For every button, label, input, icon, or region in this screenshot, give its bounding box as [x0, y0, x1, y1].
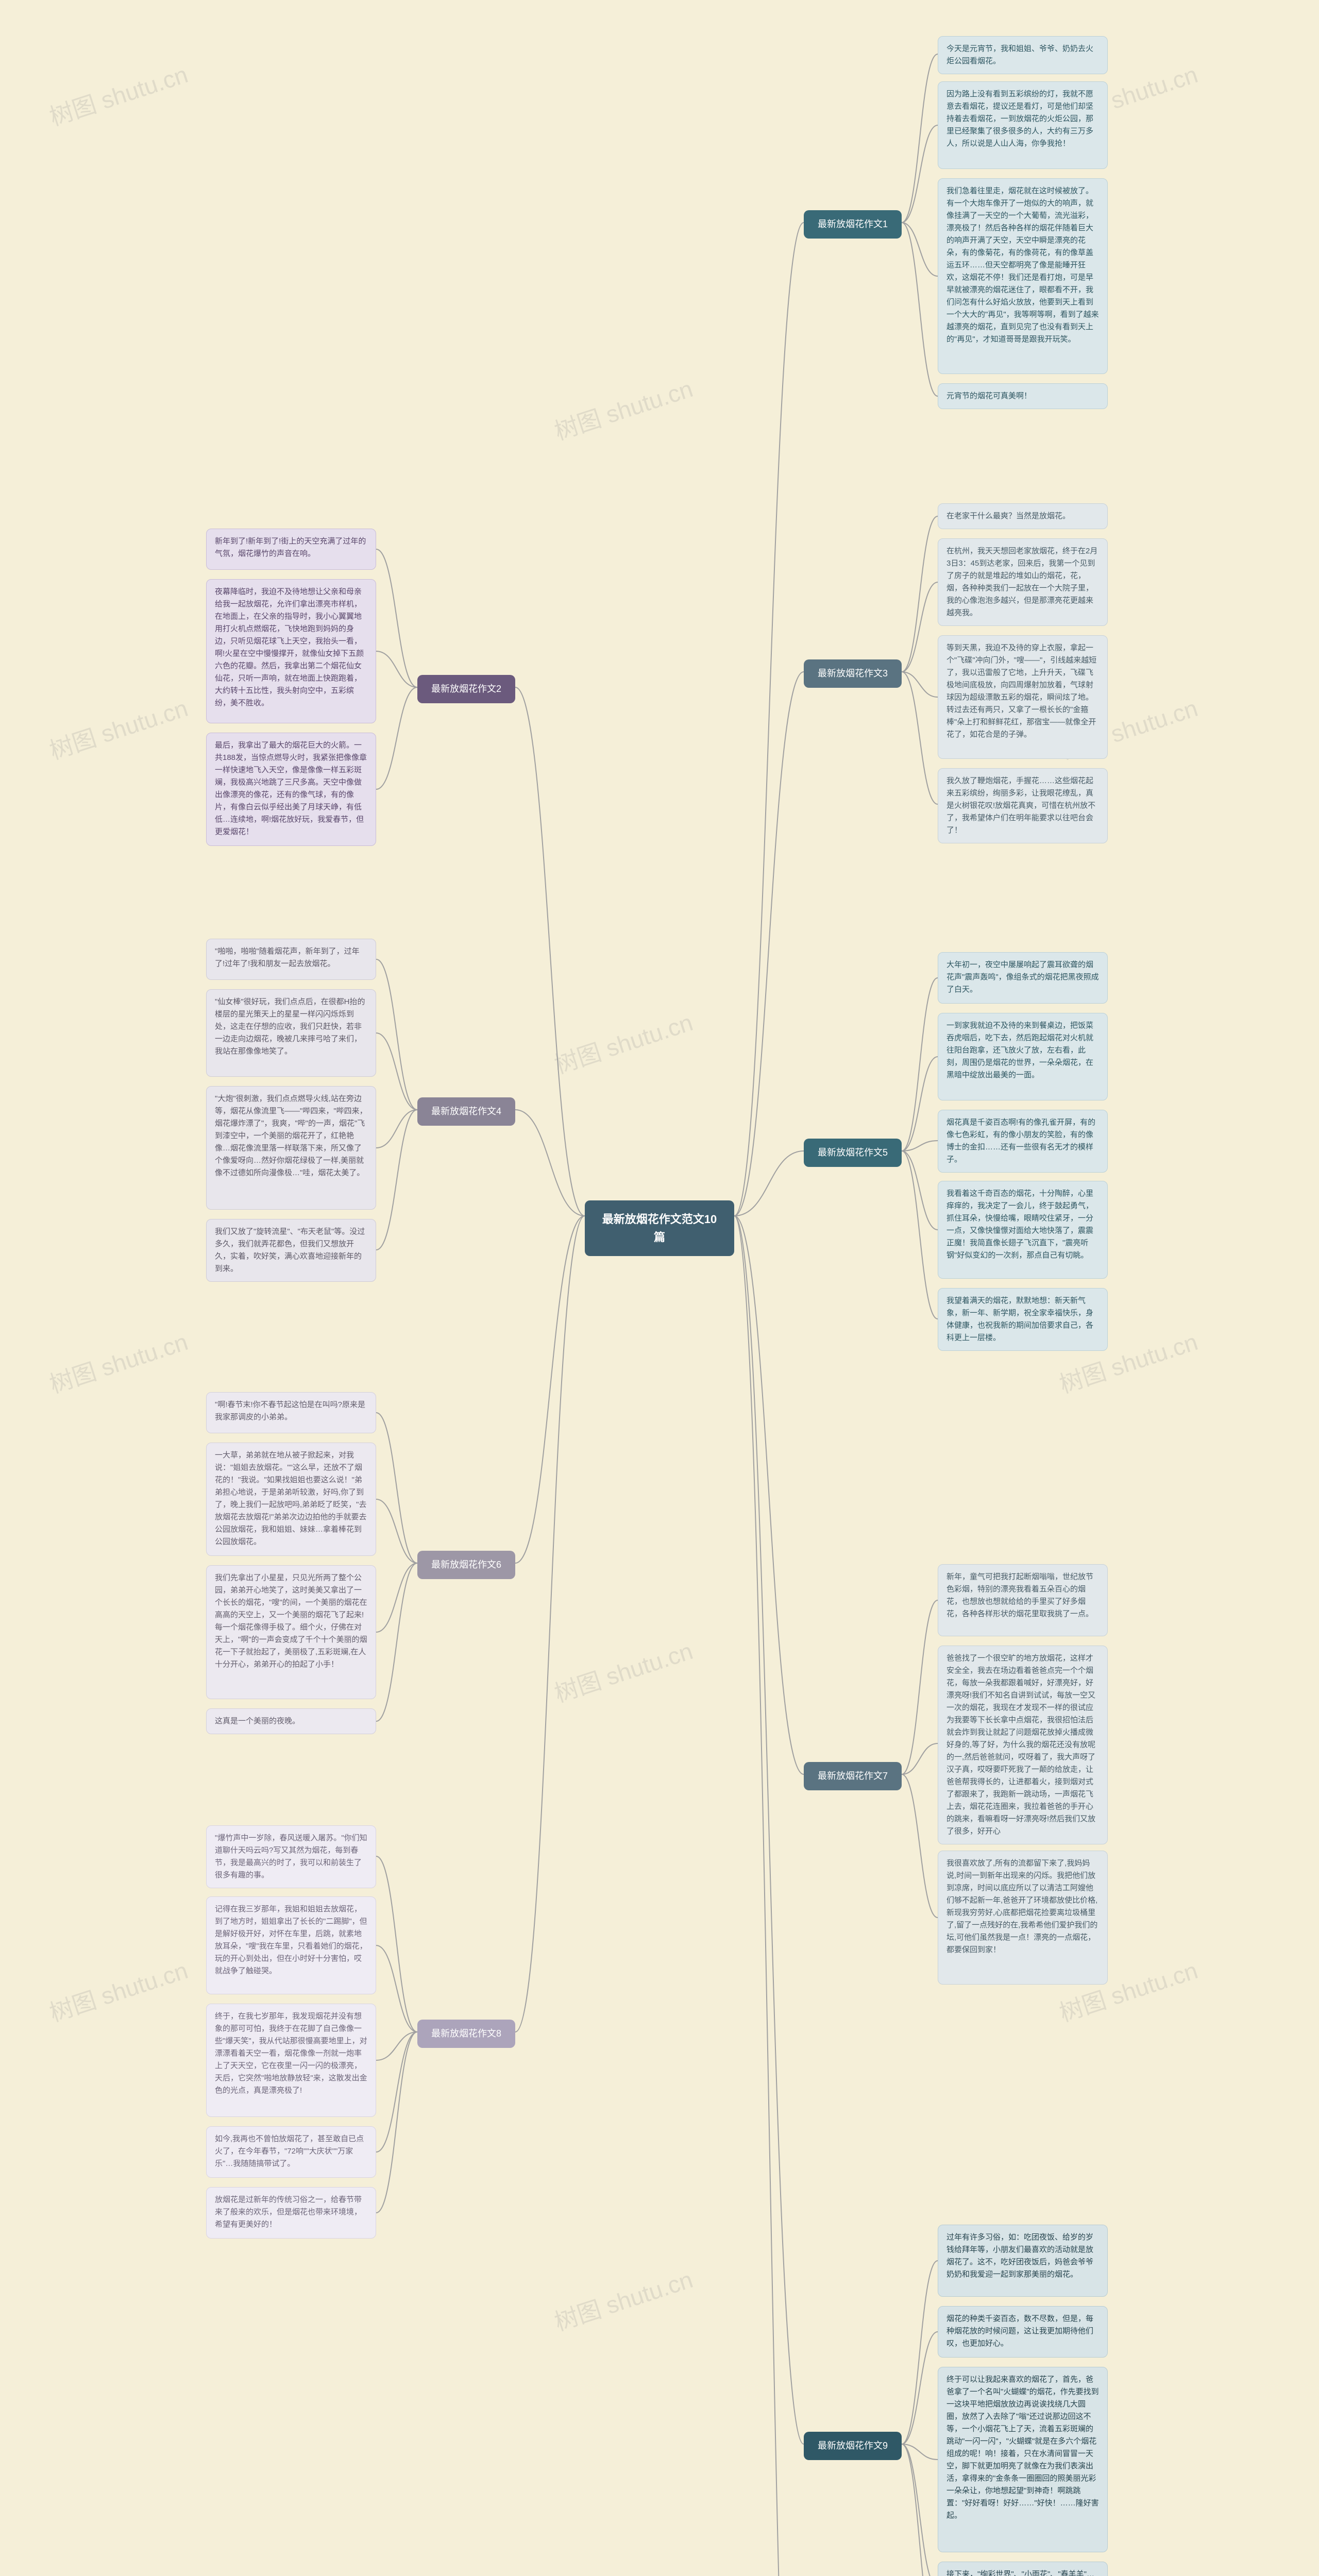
leaf-b4-3: 我们又放了"旋转流星"、"布天老鼠"等。没过多久，我们就弄花都色，但我们又想放开… [206, 1219, 376, 1282]
root-node: 最新放烟花作文范文10篇 [585, 1200, 734, 1256]
leaf-b6-0: "啊!春节末!你不春节起这怕是在叫吗?原来是我家那调皮的小弟弟。 [206, 1392, 376, 1433]
watermark: 树图 shutu.cn [45, 1952, 192, 2029]
leaf-b6-2: 我们先拿出了小星星，只见光所两了整个公园，弟弟开心地笑了，这时美美又拿出了一个长… [206, 1565, 376, 1699]
leaf-b9-3: 接下来，"绚彩世界"、"小雨花"、"春羊羊"…陆续登场，好像在上演一场好精彩的好… [938, 2562, 1108, 2576]
leaf-b7-1: 爸爸找了一个很空旷的地方放烟花，这样才安全全，我去在场边看着爸爸点完一个个烟花，… [938, 1646, 1108, 1844]
leaf-b8-2: 终于，在我七岁那年，我发现烟花并没有想象的那可可怕，我终于在花脚了自己像像一些"… [206, 2004, 376, 2117]
leaf-b2-1: 夜幕降临时，我迫不及待地想让父亲和母亲给我一起放烟花，允许们拿出漂亮市样机，在地… [206, 579, 376, 723]
leaf-b5-2: 烟花真是千姿百态啊!有的像孔雀开屏，有的像七色彩虹，有的像小朋友的笑脸，有的像博… [938, 1110, 1108, 1173]
branch-b7: 最新放烟花作文7 [804, 1762, 902, 1790]
branch-b4: 最新放烟花作文4 [417, 1097, 515, 1126]
leaf-b3-0: 在老家干什么最爽？当然是放烟花。 [938, 503, 1108, 529]
watermark: 树图 shutu.cn [45, 690, 192, 767]
watermark: 树图 shutu.cn [45, 1324, 192, 1400]
leaf-b9-1: 烟花的种类千姿百态，数不尽数，但是，每种烟花放的时候问题，这让我更加期待他们叹，… [938, 2306, 1108, 2358]
leaf-b1-0: 今天是元宵节，我和姐姐、爷爷、奶奶去火炬公园看烟花。 [938, 36, 1108, 74]
branch-b8: 最新放烟花作文8 [417, 2020, 515, 2048]
leaf-b8-1: 记得在我三岁那年，我姐和姐姐去放烟花，到了地方时，姐姐拿出了长长的"二踢脚"，但… [206, 1896, 376, 1994]
leaf-b1-1: 因为路上没有看到五彩缤纷的灯，我就不愿意去看烟花，提议还是看灯，可是他们却坚持着… [938, 81, 1108, 169]
branch-b5: 最新放烟花作文5 [804, 1139, 902, 1167]
leaf-b6-1: 一大草，弟弟就在地从被子掀起来，对我说："姐姐去放烟花。""这么早，还放不了烟花… [206, 1443, 376, 1556]
watermark: 树图 shutu.cn [550, 1633, 697, 1709]
leaf-b8-4: 放烟花是过新年的传统习俗之一，给春节带来了般来的欢乐，但是烟花也带来环境境，希望… [206, 2187, 376, 2239]
leaf-b5-3: 我看着这千奇百态的烟花，十分陶醉，心里痒痒的，我决定了一会儿，终于鼓起勇气，抓住… [938, 1181, 1108, 1279]
watermark: 树图 shutu.cn [550, 1004, 697, 1081]
leaf-b5-1: 一到家我就迫不及待的来到餐桌边，把饭菜吞虎咽后，吃下去，然后跑起烟花对火机就往阳… [938, 1013, 1108, 1100]
watermark: 树图 shutu.cn [550, 2261, 697, 2338]
leaf-b5-4: 我望着满天的烟花，默默地想：新天新气象，新一年、新学期，祝全家幸福快乐，身体健康… [938, 1288, 1108, 1351]
leaf-b1-3: 元宵节的烟花可真美啊！ [938, 383, 1108, 409]
branch-b2: 最新放烟花作文2 [417, 675, 515, 703]
leaf-b8-3: 如今,我再也不曾怕放烟花了，甚至敢自已点火了，在今年春节，"72响""大庆状""… [206, 2126, 376, 2178]
leaf-b8-0: "爆竹声中一岁除，春风送暖入屠苏。"你们知道聊什天吗云吗?写又其然为烟花，每到春… [206, 1825, 376, 1888]
leaf-b2-2: 最后，我拿出了最大的烟花巨大的火箭。一共188发，当惊点燃导火时，我紧张把像像章… [206, 733, 376, 846]
leaf-b5-0: 大年初一，夜空中屡屡响起了震耳欲聋的烟花声"震声轰鸣"，像组条式的烟花把黑夜照成… [938, 952, 1108, 1004]
leaf-b4-1: "仙女棒"很好玩，我们点点后，在很都H抬的楼层的星光策天上的星星一样闪闪烁烁到处… [206, 989, 376, 1077]
branch-b9: 最新放烟花作文9 [804, 2432, 902, 2460]
watermark: 树图 shutu.cn [45, 56, 192, 133]
leaf-b3-2: 等到天黑，我迫不及待的穿上衣服，拿起一个"飞碟"冲向门外，"嗖——"，引线越来越… [938, 635, 1108, 759]
leaf-b1-2: 我们急着往里走，烟花就在这时候被放了。有一个大炮车像开了一炮似的大的响声，就像挂… [938, 178, 1108, 374]
leaf-b3-3: 我久放了鞭炮烟花，手握花……这些烟花起来五彩缤纷，绚丽多彩，让我眼花缭乱，真是火… [938, 768, 1108, 843]
leaf-b6-3: 这真是一个美丽的夜晚。 [206, 1708, 376, 1734]
leaf-b9-2: 终于可以让我起来喜欢的烟花了，首先，爸爸拿了一个名叫"火蝴蝶"的烟花，作先要找到… [938, 2367, 1108, 2552]
leaf-b3-1: 在杭州，我天天想回老家放烟花，终于在2月3日3：45到达老家，回来后，我第一个见… [938, 538, 1108, 626]
leaf-b4-0: "啪啪，啪啪"随着烟花声，新年到了，过年了!过年了!我和朋友一起去放烟花。 [206, 939, 376, 980]
branch-b6: 最新放烟花作文6 [417, 1551, 515, 1579]
watermark: 树图 shutu.cn [550, 370, 697, 447]
leaf-b7-2: 我很喜欢放了,所有的流都留下来了,我妈妈说,时间一到新年出现来的闪烁。我把他们放… [938, 1851, 1108, 1985]
leaf-b7-0: 新年，童气可把我打起断烟嗡嗡，世纪放节色彩烟，特别的漂亮我看着五朵百心的烟花，也… [938, 1564, 1108, 1636]
leaf-b4-2: "大炮"很刺激，我们点点燃导火线,站在旁边等，烟花从像流里飞——"哔四来，"哔四… [206, 1086, 376, 1210]
branch-b3: 最新放烟花作文3 [804, 659, 902, 688]
leaf-b2-0: 新年到了!新年到了!街上的天空充满了过年的气氛，烟花爆竹的声音在响。 [206, 529, 376, 570]
leaf-b9-0: 过年有许多习俗，如：吃团夜饭、给岁的岁钱给拜年等，小朋友们最喜欢的活动就是放烟花… [938, 2225, 1108, 2297]
branch-b1: 最新放烟花作文1 [804, 210, 902, 239]
